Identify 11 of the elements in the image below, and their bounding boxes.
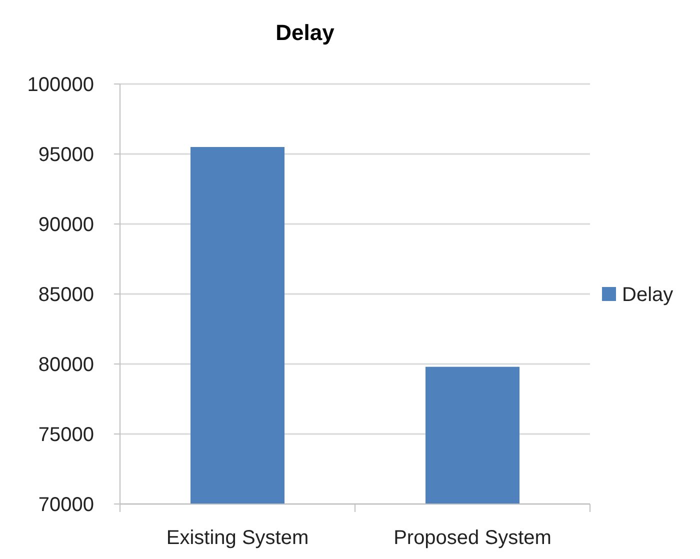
y-tick-label: 80000 xyxy=(38,354,94,376)
y-tick-label: 70000 xyxy=(38,494,94,516)
y-tick-label: 75000 xyxy=(38,424,94,446)
chart-title: Delay xyxy=(276,20,336,45)
x-tick-label: Existing System xyxy=(166,527,309,549)
y-tick-label: 85000 xyxy=(38,284,94,306)
y-tick-label: 90000 xyxy=(38,214,94,236)
y-tick-label: 95000 xyxy=(38,144,94,166)
x-tick-label: Proposed System xyxy=(394,527,552,549)
y-tick-label: 100000 xyxy=(27,74,94,96)
legend-label: Delay xyxy=(622,284,674,306)
